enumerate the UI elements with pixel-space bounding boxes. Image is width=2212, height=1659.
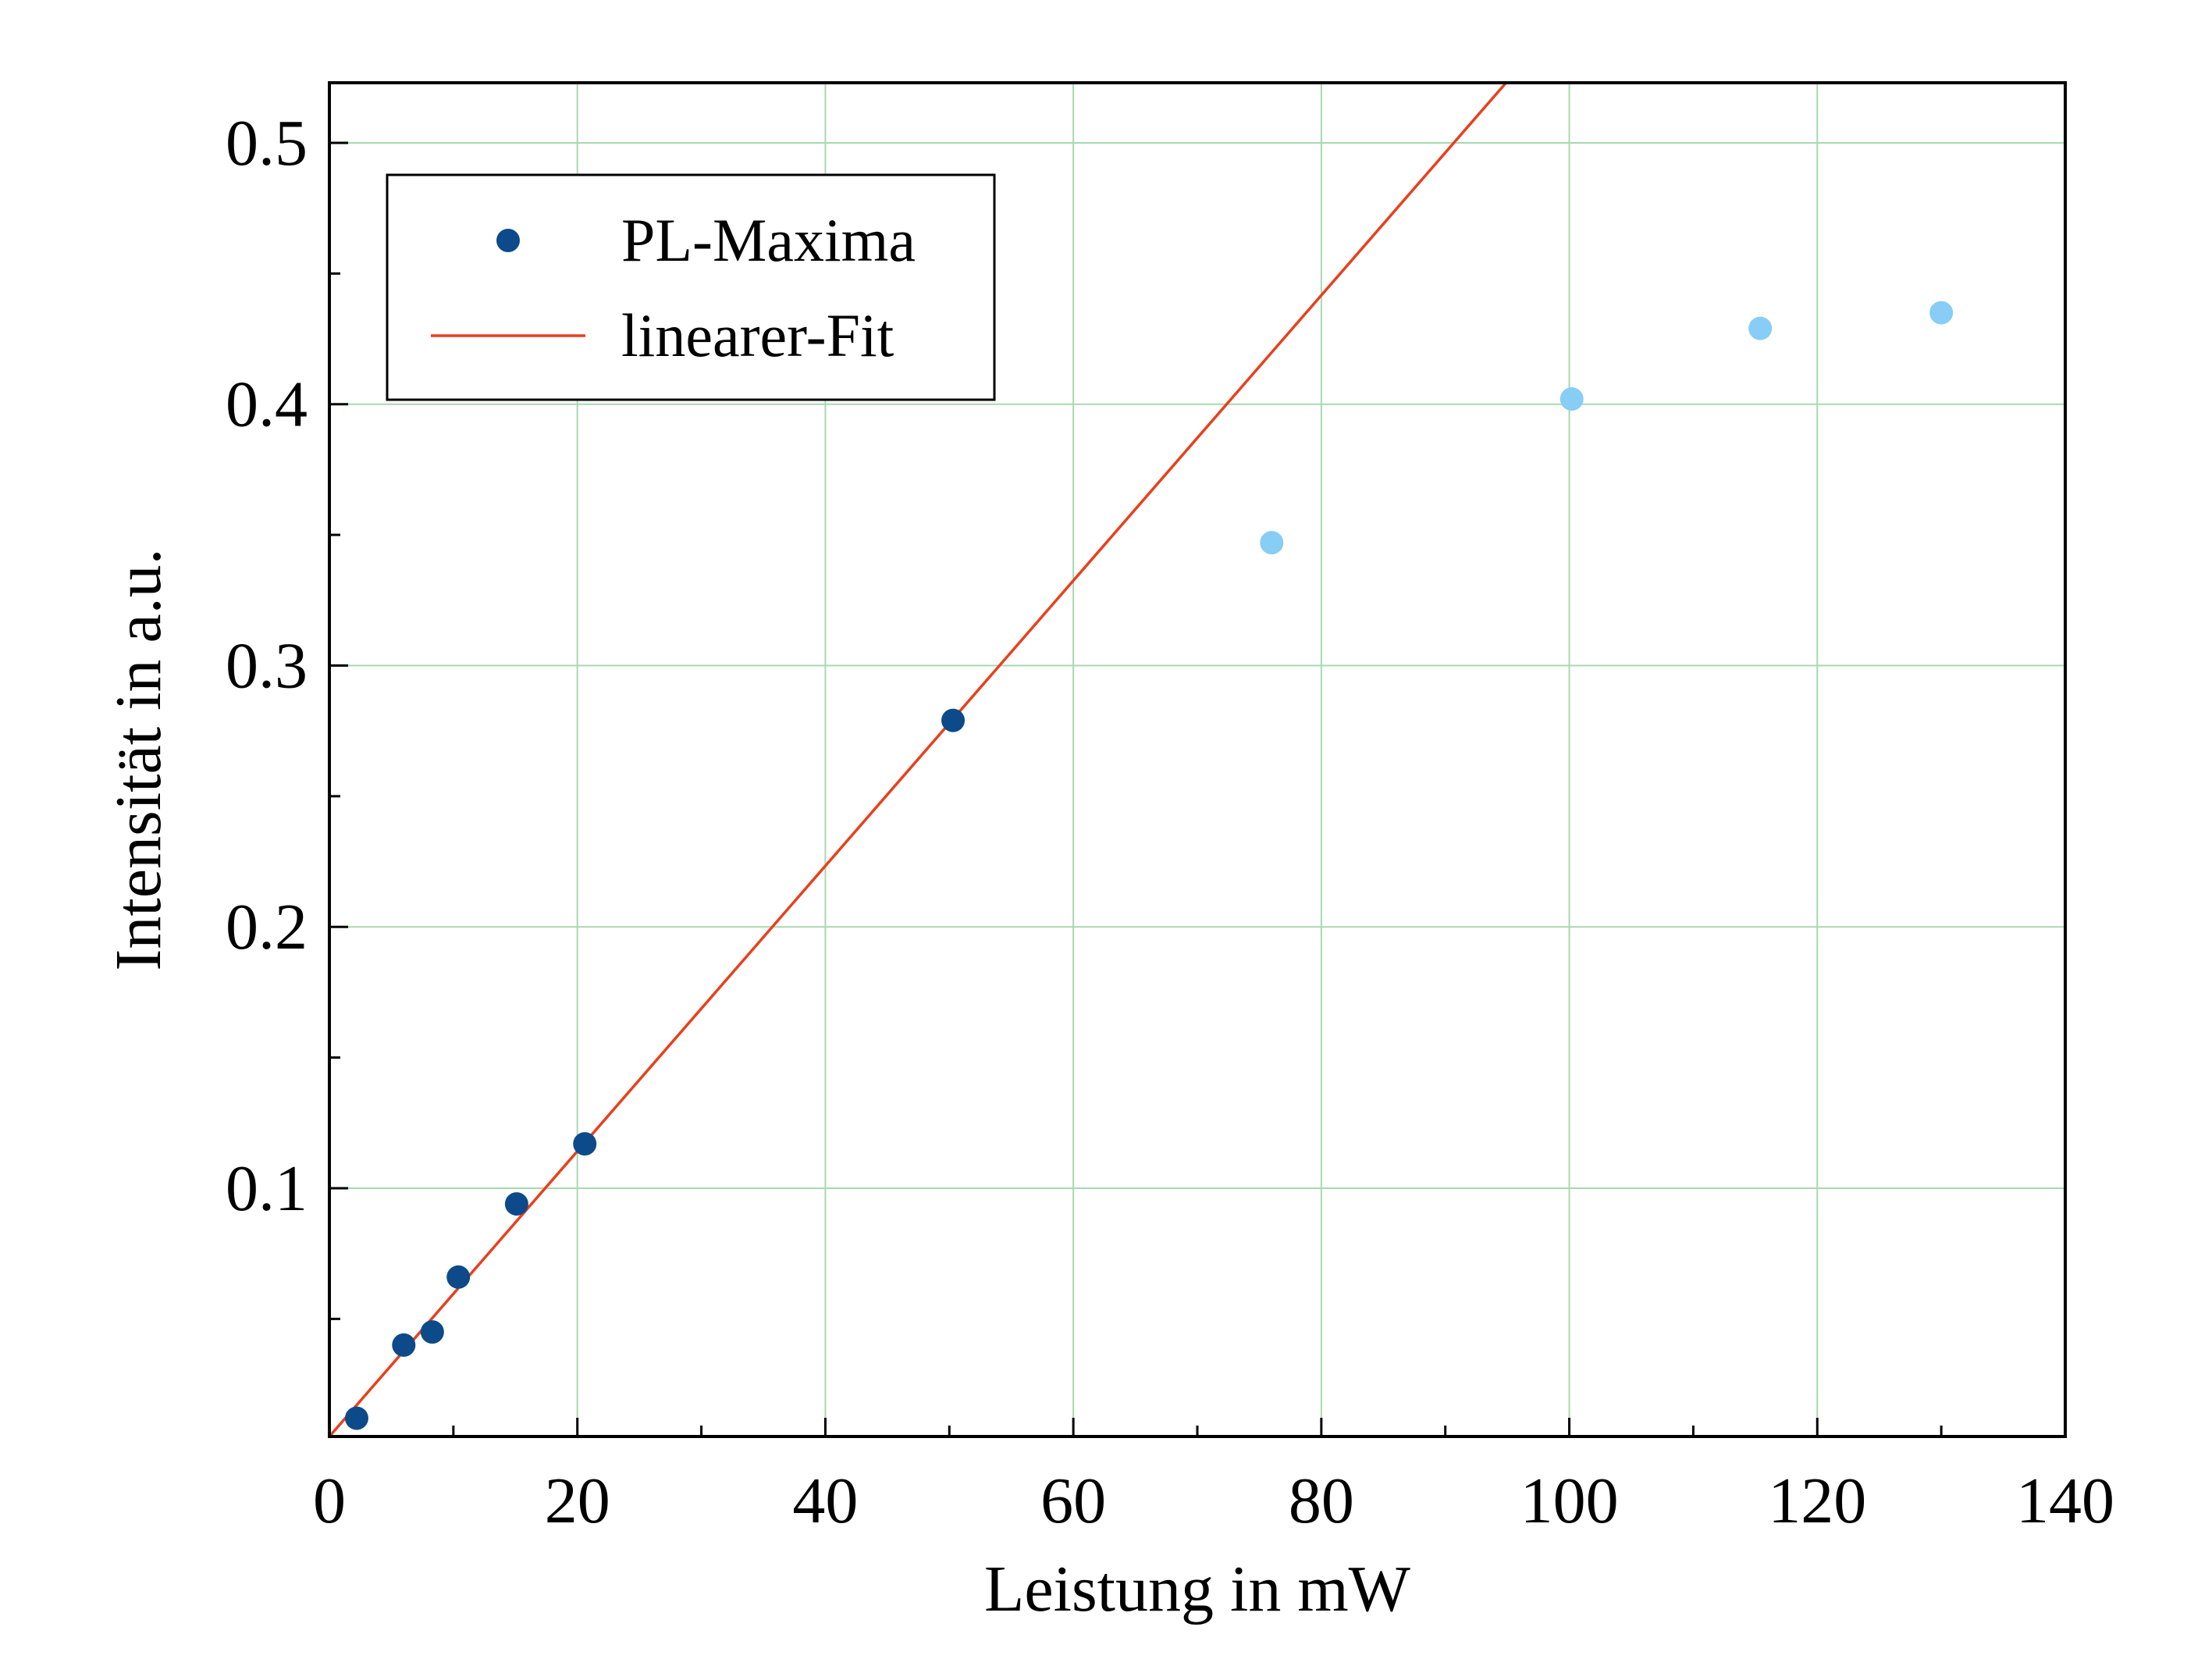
x-tick-label: 0 [313, 1465, 346, 1537]
y-tick-label: 0.2 [226, 891, 308, 963]
legend-marker-swatch [496, 229, 520, 252]
x-tick-label: 20 [545, 1465, 610, 1537]
ticks [329, 141, 1943, 1436]
data-point [573, 1132, 597, 1156]
data-point [1929, 301, 1954, 325]
x-tick-label: 40 [792, 1465, 858, 1537]
x-tick-labels: 0 20 40 60 80 100 120 140 [313, 1465, 2114, 1537]
y-tick-label: 0.3 [226, 629, 308, 702]
data-point [446, 1265, 471, 1289]
data-point [420, 1320, 444, 1344]
data-point [1748, 316, 1773, 340]
y-axis-title: Intensität in a.u. [102, 548, 175, 970]
legend-label: PL-Maxima [621, 206, 916, 274]
y-tick-label: 0.1 [226, 1152, 308, 1225]
y-tick-label: 0.4 [226, 368, 308, 441]
x-tick-label: 120 [1768, 1465, 1866, 1537]
y-tick-label: 0.5 [226, 107, 308, 180]
data-point [941, 708, 966, 732]
legend: PL-Maxima linearer-Fit [386, 173, 996, 401]
y-tick-labels: 0.1 0.2 0.3 0.4 0.5 [226, 107, 308, 1225]
data-point [1559, 387, 1584, 411]
x-tick-label: 100 [1520, 1465, 1619, 1537]
data-point [504, 1192, 528, 1216]
x-axis-title: Leistung in mW [984, 1553, 1411, 1625]
legend-box [386, 173, 996, 401]
data-point [392, 1333, 416, 1357]
data-point [344, 1406, 368, 1430]
data-point [1260, 531, 1284, 555]
x-tick-label: 60 [1040, 1465, 1106, 1537]
data-points [344, 301, 1954, 1430]
x-tick-label: 80 [1289, 1465, 1354, 1537]
x-tick-label: 140 [2016, 1465, 2114, 1537]
legend-label: linearer-Fit [621, 301, 894, 369]
